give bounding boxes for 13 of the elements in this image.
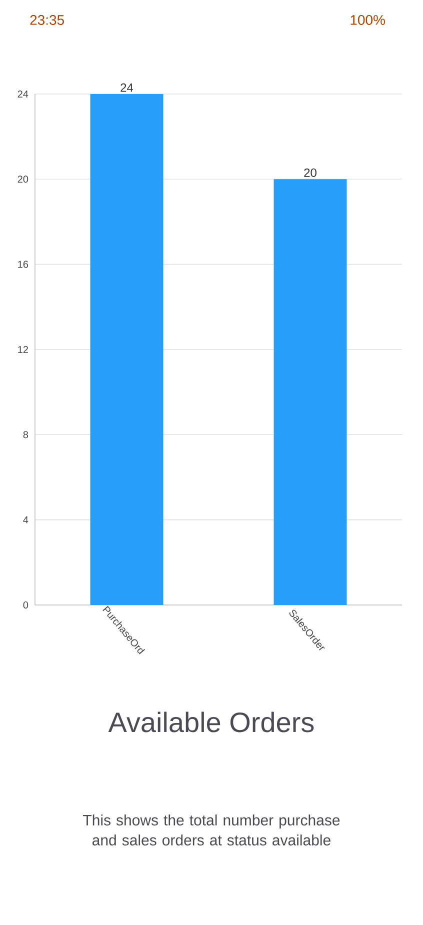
text: Available Orders [108, 712, 314, 732]
text: 23:35 [30, 15, 64, 25]
y-tick-label: 24 [18, 90, 28, 98]
data-label: 20 [304, 168, 316, 177]
y-tick-label: 12 [18, 346, 28, 353]
y-tick-label: 4 [23, 516, 28, 524]
y-tick-label: 20 [18, 176, 28, 183]
text: 100% [350, 15, 385, 25]
y-tick-label: 16 [18, 260, 28, 268]
y-tick-label: 8 [23, 431, 28, 438]
text: This shows the total number purchase and sales orders at status available [83, 814, 340, 846]
y-tick-label: 0 [23, 601, 28, 609]
data-label: 24 [120, 83, 134, 92]
